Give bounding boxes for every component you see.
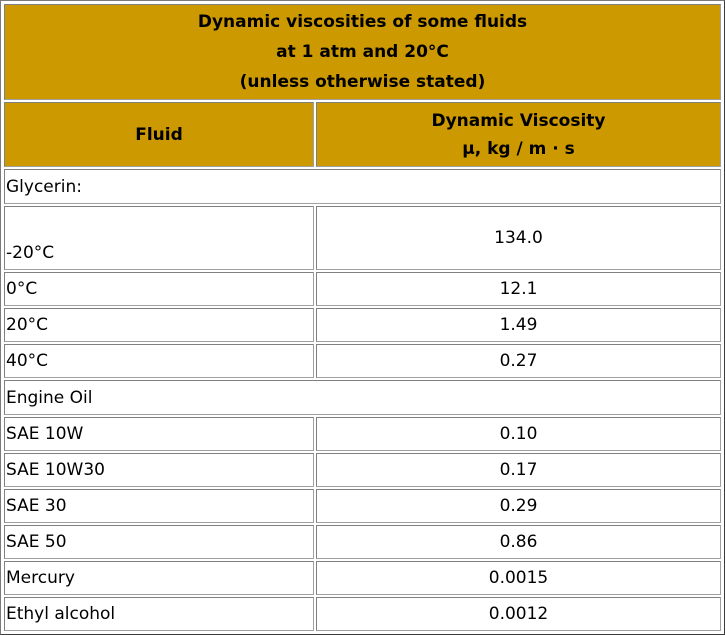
viscosity-header-line-1: Dynamic Viscosity	[431, 110, 606, 131]
title-row: Dynamic viscosities of some fluids at 1 …	[4, 4, 722, 100]
viscosity-value: 0.86	[316, 525, 722, 559]
header-row: Fluid Dynamic Viscosity μ, kg / m · s	[4, 102, 722, 167]
fluid-name: SAE 10W30	[4, 453, 314, 487]
viscosity-value: 134.0	[316, 206, 722, 270]
fluid-name: Mercury	[4, 561, 314, 595]
section-label-glycerin: Glycerin:	[4, 169, 722, 204]
table-row: SAE 30 0.29	[4, 489, 722, 523]
fluid-name: 20°C	[4, 308, 314, 342]
table-row: Mercury 0.0015	[4, 561, 722, 595]
viscosity-value: 0.27	[316, 344, 722, 378]
table-title: Dynamic viscosities of some fluids at 1 …	[4, 4, 722, 100]
table-row: SAE 10W 0.10	[4, 417, 722, 451]
fluid-column-header: Fluid	[4, 102, 314, 167]
table-row: SAE 50 0.86	[4, 525, 722, 559]
title-line-3: (unless otherwise stated)	[239, 72, 486, 92]
viscosity-column-header: Dynamic Viscosity μ, kg / m · s	[316, 102, 722, 167]
viscosity-value: 1.49	[316, 308, 722, 342]
table-row: Ethyl alcohol 0.0012	[4, 597, 722, 631]
fluid-name: 0°C	[4, 272, 314, 306]
fluid-name: SAE 50	[4, 525, 314, 559]
section-label-engine-oil: Engine Oil	[4, 380, 722, 415]
viscosity-value: 12.1	[316, 272, 722, 306]
fluid-name: Ethyl alcohol	[4, 597, 314, 631]
table-row: -20°C 134.0	[4, 206, 722, 270]
section-row-engine-oil: Engine Oil	[4, 380, 722, 415]
table-row: 0°C 12.1	[4, 272, 722, 306]
fluid-name: SAE 30	[4, 489, 314, 523]
viscosity-value: 0.29	[316, 489, 722, 523]
table-row: 20°C 1.49	[4, 308, 722, 342]
title-line-1: Dynamic viscosities of some fluids	[197, 12, 528, 32]
viscosity-value: 0.10	[316, 417, 722, 451]
viscosity-value: 0.0015	[316, 561, 722, 595]
viscosity-value: 0.0012	[316, 597, 722, 631]
fluid-name: -20°C	[4, 206, 314, 270]
title-line-2: at 1 atm and 20°C	[276, 42, 449, 62]
table-row: SAE 10W30 0.17	[4, 453, 722, 487]
viscosity-header-line-2: μ, kg / m · s	[462, 138, 575, 159]
section-row-glycerin: Glycerin:	[4, 169, 722, 204]
viscosity-value: 0.17	[316, 453, 722, 487]
fluid-name: SAE 10W	[4, 417, 314, 451]
fluid-name: 40°C	[4, 344, 314, 378]
table-row: 40°C 0.27	[4, 344, 722, 378]
